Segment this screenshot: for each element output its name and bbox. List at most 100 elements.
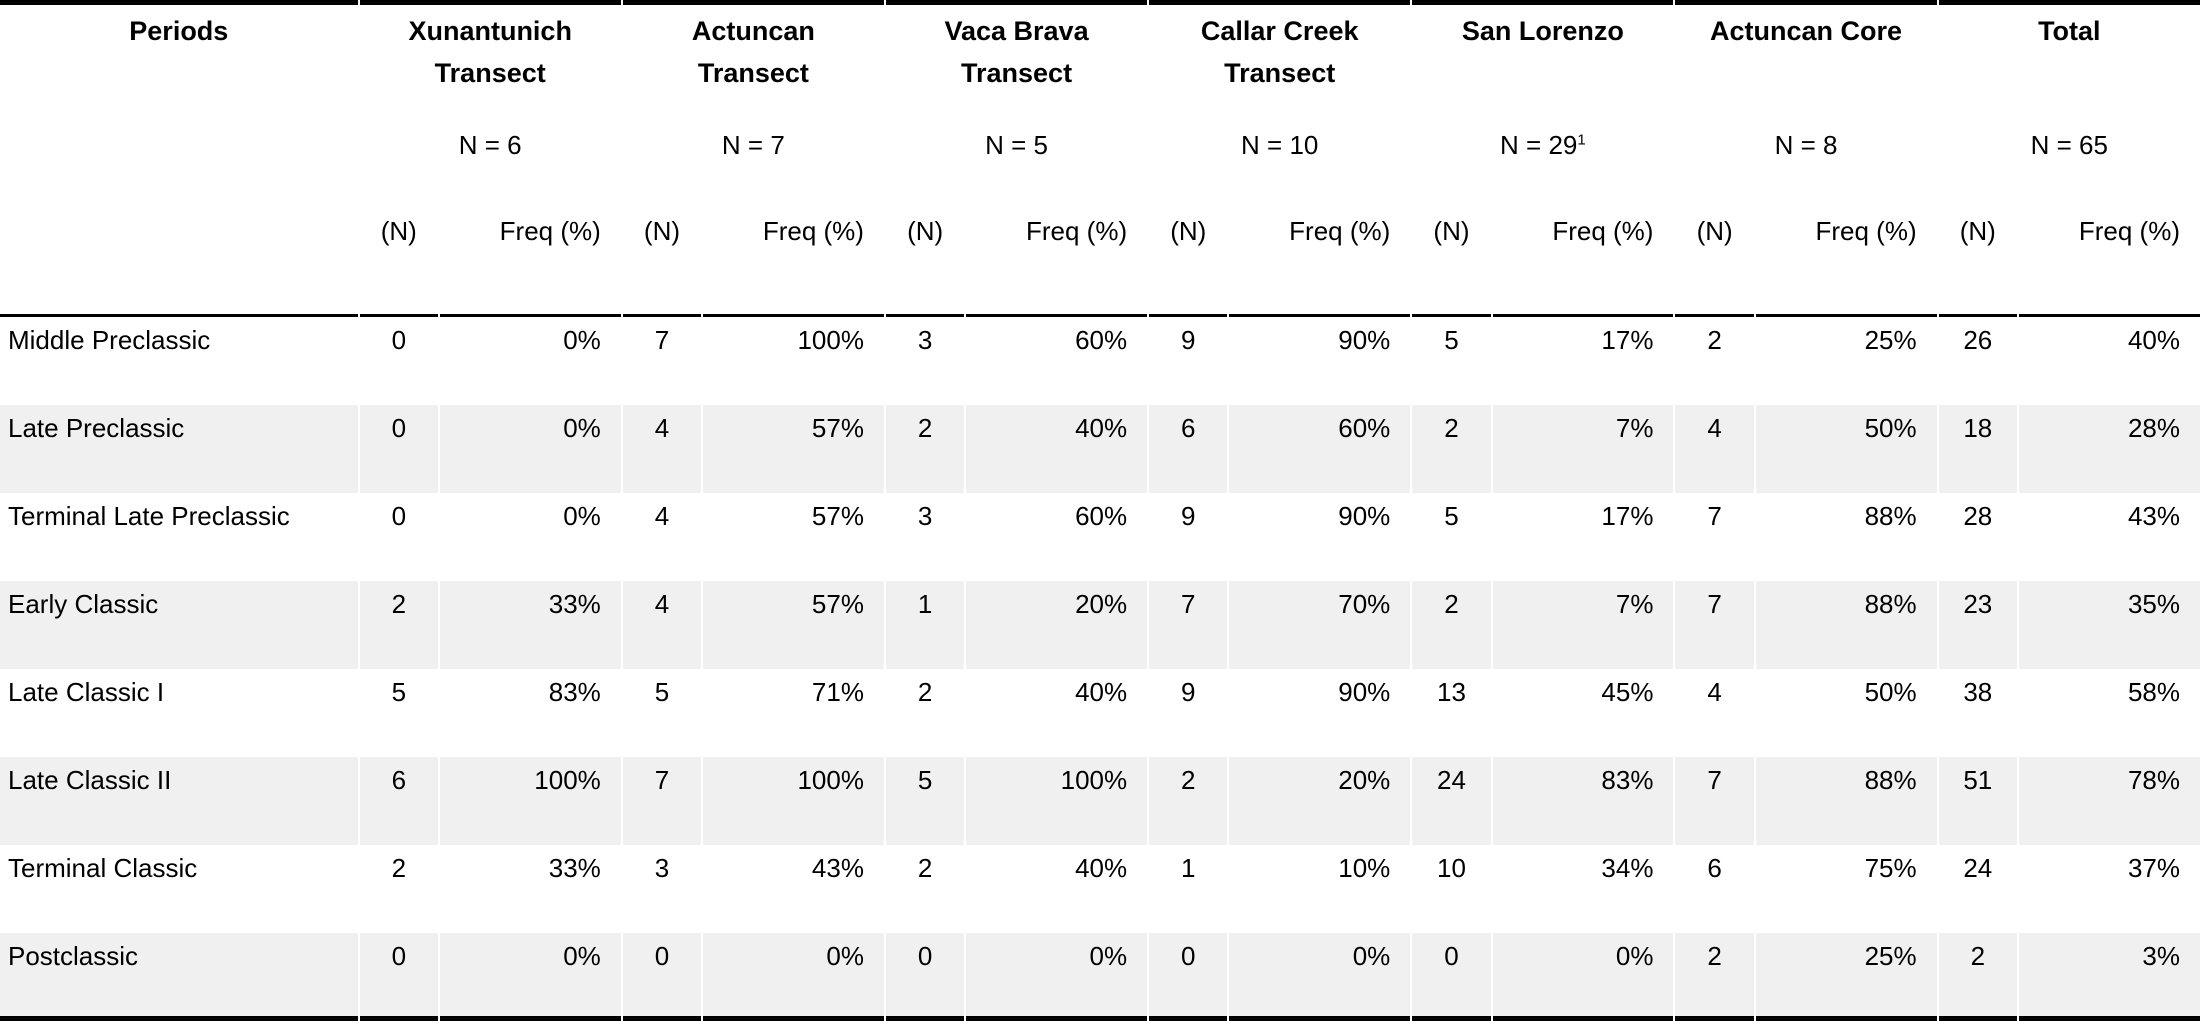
count-cell: 7 — [1675, 757, 1754, 845]
col-header-n: (N) — [359, 210, 438, 317]
n-label: N = 10 — [1241, 130, 1319, 160]
period-label: Late Preclassic — [0, 405, 358, 493]
count-cell: 3 — [917, 501, 933, 531]
count-cell: 6 — [1707, 853, 1722, 883]
freq-cell: 33% — [548, 853, 601, 883]
freq-cell: 10% — [1338, 853, 1391, 883]
count-cell: 4 — [654, 501, 670, 531]
table-row: Middle Preclassic 0 0% 7 100% 3 60% 9 90% 5 17% 2 25… — [0, 317, 2200, 405]
col-header-n: (N) — [1938, 210, 2017, 317]
period-label: Early Classic — [0, 581, 358, 669]
freq-cell: 78% — [2018, 757, 2200, 845]
count-cell: 2 — [391, 853, 407, 883]
freq-cell: 90% — [1338, 677, 1391, 707]
count-cell: 0 — [391, 325, 407, 355]
count-cell: 5 — [391, 677, 407, 707]
count-cell: 5 — [654, 677, 670, 707]
col-header-freq: Freq (%) — [1755, 210, 1937, 317]
group-header-vaca-brava-transect: Vaca Brava Transect — [885, 0, 1148, 126]
freq-cell: 34% — [1601, 853, 1654, 883]
freq-cell: 45% — [1601, 677, 1654, 707]
count-cell: 2 — [1675, 933, 1754, 1021]
table-row: Late Preclassic 0 0% 4 57% 2 40% 6 60% 2 7% 4 50% 18 2… — [0, 405, 2200, 493]
freq-cell: 25% — [1755, 933, 1937, 1021]
col-header-n: (N) — [622, 210, 702, 317]
count-cell: 2 — [1149, 757, 1228, 845]
count-cell: 38 — [1963, 677, 1993, 707]
count-cell: 2 — [1938, 933, 2017, 1021]
group-title-row: Periods Xunantunich Transect Actuncan Tr… — [0, 0, 2200, 126]
freq-cell: 0% — [439, 405, 621, 493]
table-body: Middle Preclassic 0 0% 7 100% 3 60% 9 90% 5 17% 2 25… — [0, 317, 2200, 1021]
n-label: N = 29 — [1500, 130, 1578, 160]
table-row: Postclassic 0 0% 0 0% 0 0% 0 0% 0 0% 2 25% 2 3% — [0, 933, 2200, 1021]
count-cell: 5 — [1444, 501, 1459, 531]
group-header-actuncan-transect: Actuncan Transect — [622, 0, 884, 126]
freq-cell: 0% — [1229, 933, 1411, 1021]
freq-cell: 0% — [563, 501, 601, 531]
count-cell: 9 — [1181, 501, 1196, 531]
n-label: N = 8 — [1774, 130, 1838, 160]
freq-cell: 50% — [1864, 677, 1917, 707]
freq-cell: 70% — [1229, 581, 1411, 669]
freq-cell: 0% — [966, 933, 1148, 1021]
col-header-n: (N) — [1149, 210, 1228, 317]
count-cell: 6 — [359, 757, 438, 845]
column-subheader-row: (N) Freq (%) (N) Freq (%) (N) Freq (%) (… — [0, 210, 2200, 317]
freq-cell: 35% — [2018, 581, 2200, 669]
freq-cell: 60% — [1229, 405, 1411, 493]
col-header-freq: Freq (%) — [1492, 210, 1674, 317]
count-cell: 0 — [391, 501, 407, 531]
sample-size-actuncan-core: N = 8 — [1675, 126, 1936, 210]
count-cell: 5 — [885, 757, 965, 845]
count-cell: 4 — [622, 581, 702, 669]
count-cell: 2 — [1707, 325, 1722, 355]
count-cell: 7 — [654, 325, 670, 355]
group-header-xunantunich-transect: Xunantunich Transect — [359, 0, 621, 126]
count-cell: 0 — [1412, 933, 1491, 1021]
freq-cell: 37% — [2127, 853, 2180, 883]
table-row: Late Classic I 5 83% 5 71% 2 40% 9 90% 13 45% 4 50% 3… — [0, 669, 2200, 757]
freq-cell: 90% — [1338, 501, 1391, 531]
freq-cell: 75% — [1864, 853, 1917, 883]
n-label: N = 65 — [2030, 130, 2108, 160]
freq-cell: 90% — [1338, 325, 1391, 355]
group-header-actuncan-core: Actuncan Core — [1675, 0, 1937, 126]
count-cell: 2 — [885, 405, 965, 493]
table-row: Late Classic II 6 100% 7 100% 5 100% 2 20% 24 83% 7… — [0, 757, 2200, 845]
freq-cell: 0% — [563, 325, 601, 355]
count-cell: 24 — [1412, 757, 1491, 845]
col-header-n: (N) — [885, 210, 965, 317]
freq-cell: 58% — [2127, 677, 2180, 707]
count-cell: 1 — [885, 581, 965, 669]
count-cell: 7 — [1149, 581, 1228, 669]
freq-cell: 20% — [1229, 757, 1411, 845]
col-header-freq: Freq (%) — [703, 210, 884, 317]
period-label: Late Classic I — [8, 677, 165, 707]
freq-cell: 7% — [1492, 405, 1674, 493]
table-row: Terminal Late Preclassic 0 0% 4 57% 3 60% 9 90% 5… — [0, 493, 2200, 581]
count-cell: 13 — [1436, 677, 1466, 707]
count-cell: 2 — [359, 581, 438, 669]
col-header-freq: Freq (%) — [2018, 210, 2200, 317]
count-cell: 3 — [917, 325, 933, 355]
count-cell: 2 — [917, 853, 933, 883]
count-cell: 10 — [1436, 853, 1466, 883]
sample-size-callar-creek: N = 10 — [1149, 126, 1410, 210]
sample-size-vaca-brava: N = 5 — [886, 126, 1147, 210]
count-cell: 7 — [1707, 501, 1722, 531]
count-cell: 28 — [1963, 501, 1993, 531]
col-header-freq: Freq (%) — [966, 210, 1148, 317]
freq-cell: 0% — [439, 933, 621, 1021]
col-header-periods: Periods — [0, 0, 358, 126]
col-header-n: (N) — [1675, 210, 1754, 317]
count-cell: 24 — [1963, 853, 1993, 883]
period-label: Late Classic II — [0, 757, 358, 845]
count-cell: 9 — [1181, 325, 1196, 355]
count-cell: 0 — [1149, 933, 1228, 1021]
group-header-callar-creek-transect: Callar Creek Transect — [1149, 0, 1411, 126]
freq-cell: 28% — [2018, 405, 2200, 493]
freq-cell: 60% — [1075, 501, 1128, 531]
sample-size-total: N = 65 — [1939, 126, 2200, 210]
